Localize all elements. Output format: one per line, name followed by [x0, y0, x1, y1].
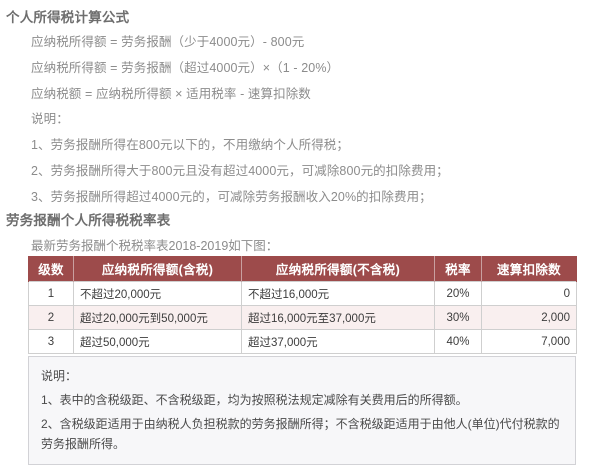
col-header-taxable-incl: 应纳税所得额(含税): [73, 256, 242, 282]
col-header-rate: 税率: [434, 256, 482, 282]
cell-quick-deduction: 7,000: [481, 329, 577, 354]
formula-note-2: 2、劳务报酬所得大于800元且没有超过4000元，可减除800元的扣除费用；: [31, 164, 449, 178]
cell-level: 2: [28, 305, 74, 330]
col-header-quick-deduction: 速算扣除数: [481, 256, 577, 282]
cell-taxable-excl: 超过16,000元至37,000元: [241, 305, 435, 330]
cell-taxable-excl: 不超过16,000元: [241, 281, 435, 306]
table-row: 1 不超过20,000元 不超过16,000元 20% 0: [28, 281, 577, 306]
col-header-taxable-excl: 应纳税所得额(不含税): [241, 256, 435, 282]
table-row: 3 超过50,000元 超过37,000元 40% 7,000: [28, 329, 577, 354]
table-body: 1 不超过20,000元 不超过16,000元 20% 0 2 超过20,000…: [28, 281, 577, 354]
cell-taxable-incl: 超过20,000元到50,000元: [73, 305, 242, 330]
cell-rate: 20%: [434, 281, 482, 306]
section-title-rate-table: 劳务报酬个人所得税税率表: [6, 213, 171, 228]
rate-table-intro: 最新劳务报酬个税税率表2018-2019如下图：: [31, 239, 279, 253]
note-box-label: 说明：: [41, 369, 78, 383]
table-header: 级数 应纳税所得额(含税) 应纳税所得额(不含税) 税率 速算扣除数: [28, 256, 577, 282]
tax-rate-table: 级数 应纳税所得额(含税) 应纳税所得额(不含税) 税率 速算扣除数 1 不超过…: [28, 256, 577, 354]
cell-taxable-incl: 超过50,000元: [73, 329, 242, 354]
formula-line-3: 应纳税额 = 应纳税所得额 × 适用税率 - 速算扣除数: [31, 87, 311, 101]
table-header-row: 级数 应纳税所得额(含税) 应纳税所得额(不含税) 税率 速算扣除数: [28, 256, 577, 282]
cell-rate: 40%: [434, 329, 482, 354]
cell-level: 3: [28, 329, 74, 354]
formula-note-1: 1、劳务报酬所得在800元以下的，不用缴纳个人所得税；: [31, 138, 350, 152]
cell-quick-deduction: 0: [481, 281, 577, 306]
cell-taxable-incl: 不超过20,000元: [73, 281, 242, 306]
col-header-level: 级数: [28, 256, 74, 282]
cell-quick-deduction: 2,000: [481, 305, 577, 330]
table-note-box: 说明： 1、表中的含税级距、不含税级距，均为按照税法规定减除有关费用后的所得额。…: [28, 356, 576, 465]
note-box-item-1: 1、表中的含税级距、不含税级距，均为按照税法规定减除有关费用后的所得额。: [41, 393, 468, 407]
note-box-item-2: 2、含税级距适用于由纳税人负担税款的劳务报酬所得；不含税级距适用于由他人(单位)…: [41, 417, 560, 451]
formula-note-3: 3、劳务报酬所得超过4000元的，可减除劳务报酬收入20%的扣除费用；: [31, 190, 432, 204]
formula-line-2: 应纳税所得额 = 劳务报酬（超过4000元）×（1 - 20%）: [31, 61, 340, 75]
cell-rate: 30%: [434, 305, 482, 330]
section-title-formula: 个人所得税计算公式: [6, 10, 130, 25]
formula-notes-label: 说明：: [31, 112, 69, 126]
formula-line-1: 应纳税所得额 = 劳务报酬（少于4000元）- 800元: [31, 35, 305, 49]
table-row: 2 超过20,000元到50,000元 超过16,000元至37,000元 30…: [28, 305, 577, 330]
cell-taxable-excl: 超过37,000元: [241, 329, 435, 354]
cell-level: 1: [28, 281, 74, 306]
